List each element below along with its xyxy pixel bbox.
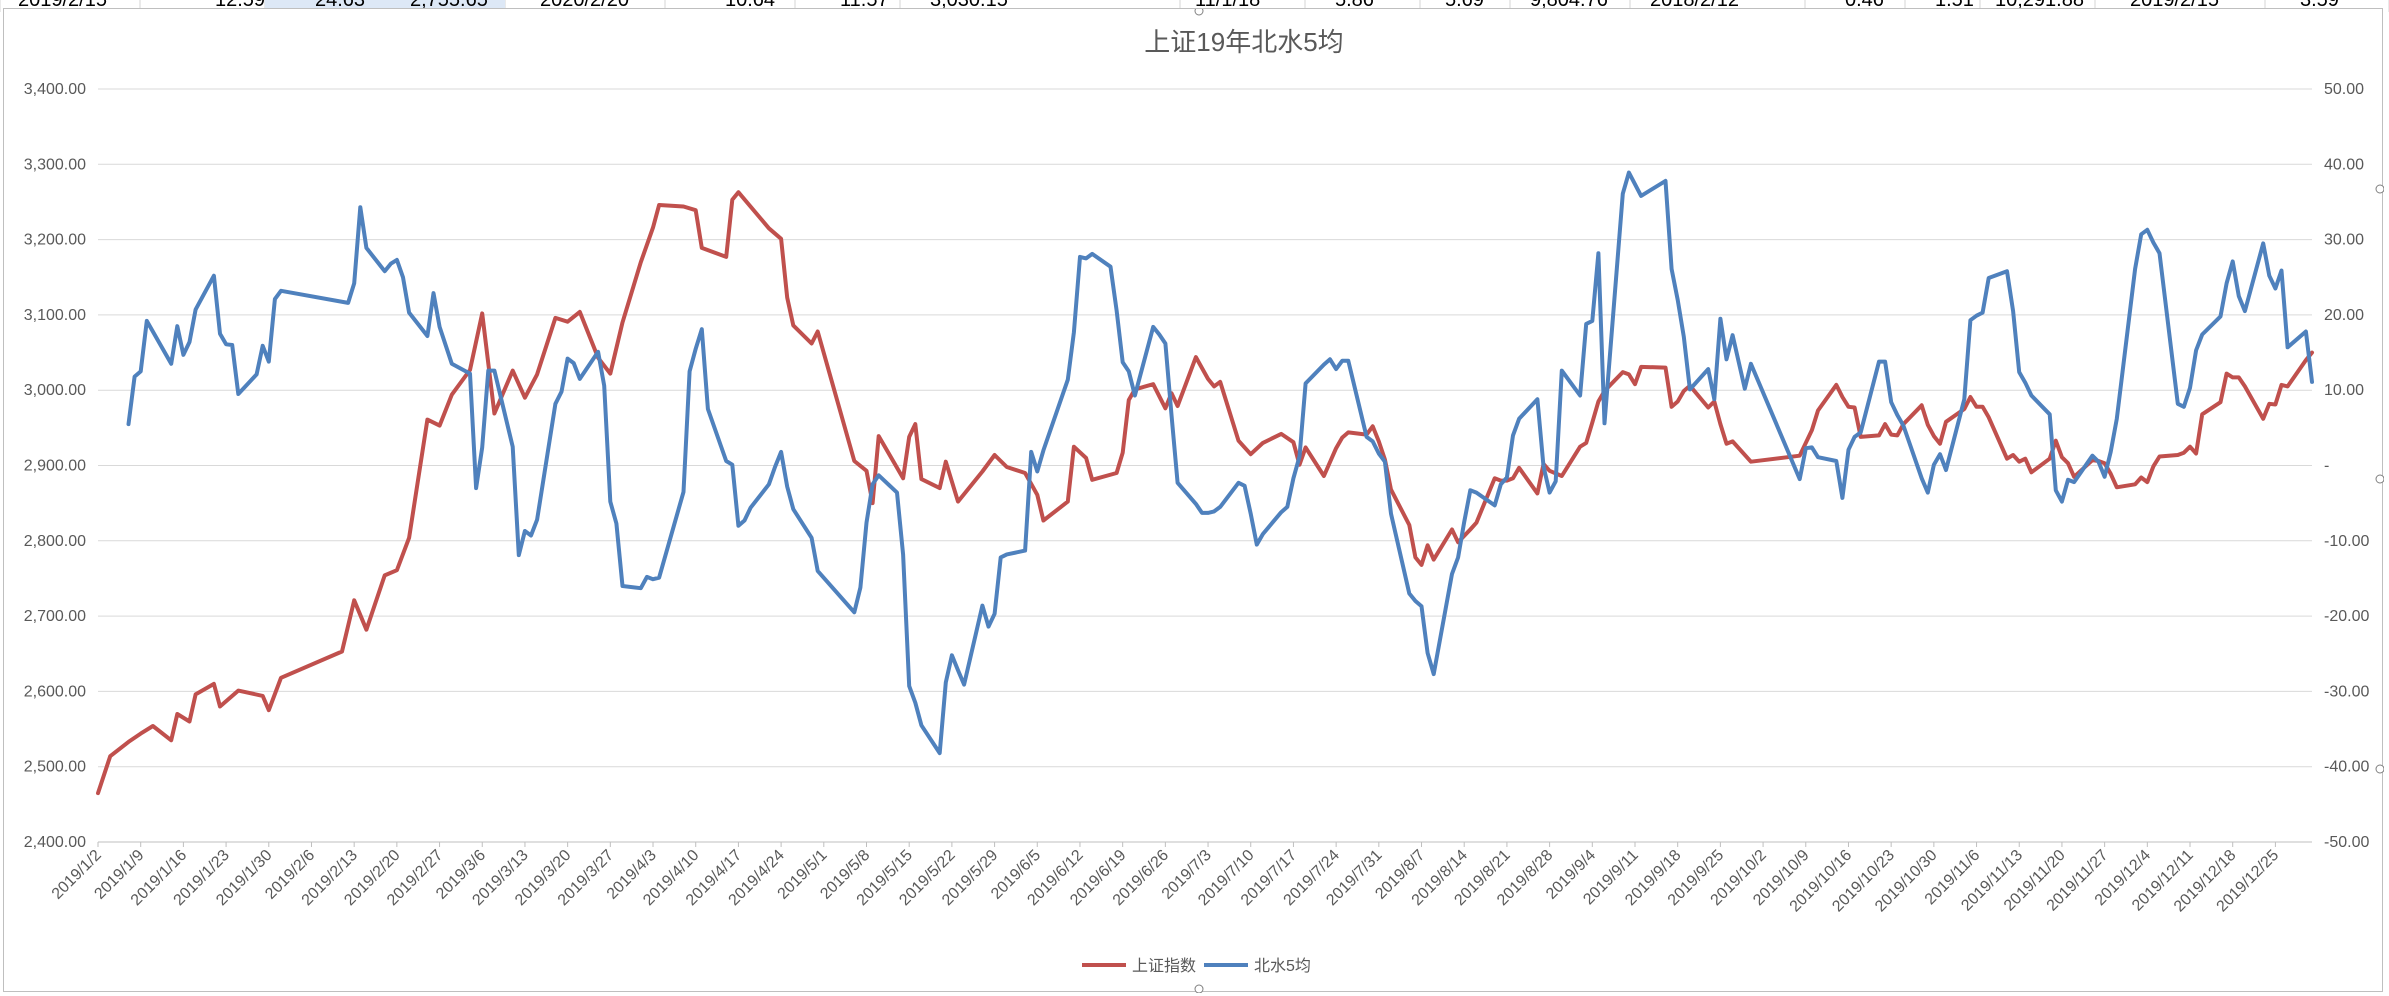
y-left-tick-label: 2,400.00 <box>24 834 86 851</box>
resize-handle[interactable] <box>2375 764 2384 774</box>
sheet-cell-text: 1.51 <box>1935 0 1974 11</box>
legend-label: 上证指数 <box>1132 957 1196 975</box>
sheet-cell-text: 12.59 <box>215 0 265 11</box>
sheet-cell-text: 2019/2/15 <box>18 0 107 11</box>
sheet-cell-text: 5.69 <box>1445 0 1484 11</box>
sheet-cell-text: 2020/2/20 <box>540 0 629 11</box>
sheet-cell-text: 3,030.15 <box>930 0 1008 11</box>
sheet-cell-text: 2,755.65 <box>410 0 488 11</box>
y-left-tick-label: 2,700.00 <box>24 608 86 625</box>
y-left-tick-label: 2,500.00 <box>24 759 86 776</box>
y-right-tick-label: -50.00 <box>2324 834 2369 851</box>
legend-label: 北水5均 <box>1254 957 1311 975</box>
sheet-cell-text: 0.46 <box>1845 0 1884 11</box>
y-left-tick-label: 3,100.00 <box>24 307 86 324</box>
sheet-cell-text: 2019/2/15 <box>2130 0 2219 11</box>
resize-handle[interactable] <box>2375 184 2384 194</box>
y-right-tick-label: 10.00 <box>2324 382 2364 399</box>
chart-title: 上证19年北水5均 <box>1144 27 1343 57</box>
y-right-tick-label: -20.00 <box>2324 608 2369 625</box>
y-right-tick-label: -40.00 <box>2324 759 2369 776</box>
y-left-tick-label: 2,900.00 <box>24 458 86 475</box>
y-right-tick-label: 30.00 <box>2324 232 2364 249</box>
y-right-tick-label: -30.00 <box>2324 683 2369 700</box>
sheet-cell-text: 2018/2/12 <box>1650 0 1739 11</box>
resize-handle[interactable] <box>1194 9 1204 16</box>
sheet-cell-text: 3.59 <box>2300 0 2339 11</box>
y-right-tick-label: -10.00 <box>2324 533 2369 550</box>
series-line-1 <box>126 170 2314 756</box>
y-right-tick-label: - <box>2324 458 2329 475</box>
sheet-cell-text: 11/1/18 <box>1195 0 1260 11</box>
y-left-tick-label: 2,800.00 <box>24 533 86 550</box>
resize-handle[interactable] <box>1194 984 1204 993</box>
y-left-tick-label: 3,200.00 <box>24 232 86 249</box>
sheet-cell-text: 10.64 <box>725 0 775 11</box>
sheet-cell-text: 9,804.76 <box>1530 0 1608 11</box>
y-right-tick-label: 20.00 <box>2324 307 2364 324</box>
y-left-tick-label: 3,000.00 <box>24 382 86 399</box>
sheet-cell-text: 24.63 <box>315 0 365 11</box>
y-left-tick-label: 3,300.00 <box>24 156 86 173</box>
series-line-0 <box>96 190 2314 796</box>
chart-area[interactable]: 上证19年北水5均 2,400.00 2,500.00 2,600.00 2,700.0… <box>3 8 2384 993</box>
sheet-cell-text: 5.86 <box>1335 0 1374 11</box>
y-left-tick-label: 3,400.00 <box>24 81 86 98</box>
y-left-tick-label: 2,600.00 <box>24 683 86 700</box>
sheet-cell-text: 10,291.88 <box>1995 0 2084 11</box>
resize-handle[interactable] <box>2375 474 2384 484</box>
line-chart: 上证19年北水5均 2,400.00 2,500.00 2,600.00 2,700.0… <box>24 9 2384 993</box>
y-right-tick-label: 40.00 <box>2324 156 2364 173</box>
y-right-tick-label: 50.00 <box>2324 81 2364 98</box>
sheet-cell-text: 11.57 <box>840 0 889 11</box>
